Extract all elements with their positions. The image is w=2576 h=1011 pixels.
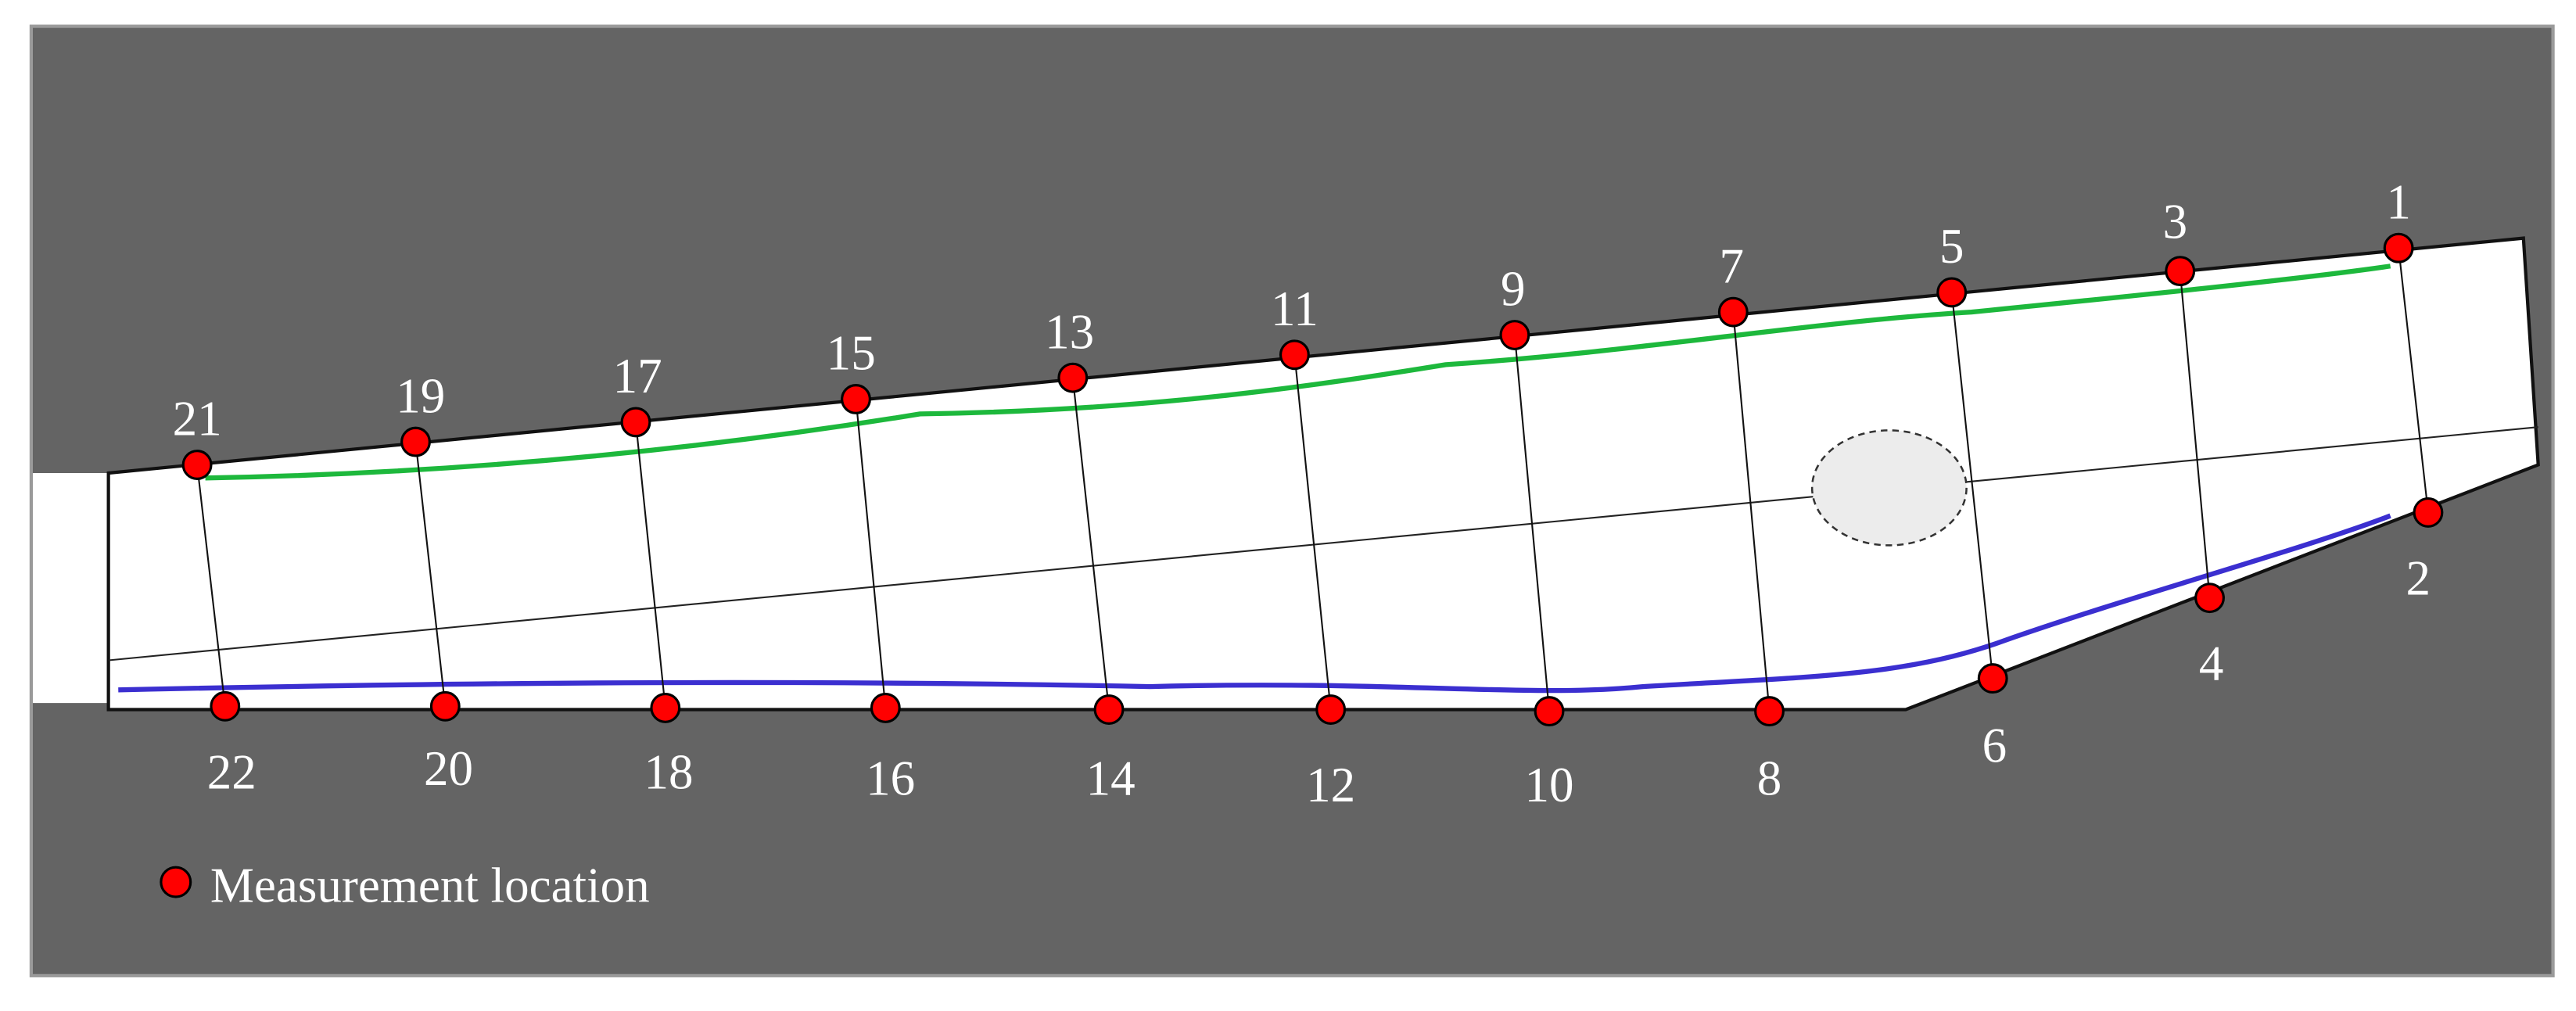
point-label: 16: [866, 751, 915, 806]
point-label: 1: [2386, 174, 2411, 229]
section-line: [414, 441, 447, 707]
point-label: 20: [424, 741, 473, 796]
section-line: [1950, 292, 1994, 679]
point-label: 9: [1501, 262, 1526, 317]
point-label: 22: [207, 744, 257, 799]
measurement-point: [2413, 497, 2444, 528]
point-label: 6: [1982, 719, 2007, 773]
section-line: [1732, 312, 1771, 712]
section-line: [2398, 248, 2429, 513]
centerline: [108, 426, 2538, 661]
measurement-point: [650, 692, 681, 723]
point-label: 13: [1045, 304, 1094, 359]
section-line: [2179, 271, 2211, 598]
obstacle: [1810, 429, 1968, 547]
section-line: [196, 464, 226, 707]
legend-marker: [160, 866, 192, 898]
measurement-point: [1093, 694, 1125, 725]
point-label: 5: [1939, 219, 1964, 274]
point-label: 14: [1086, 751, 1136, 806]
measurement-point: [210, 690, 241, 722]
measurement-point: [1977, 663, 2008, 694]
measurement-point: [1717, 296, 1749, 328]
measurement-point: [1315, 694, 1347, 725]
measurement-point: [2165, 256, 2196, 287]
measurement-point: [841, 384, 871, 414]
measurement-point: [620, 407, 651, 438]
measurement-point: [870, 692, 901, 723]
point-label: 11: [1271, 281, 1318, 336]
point-label: 19: [396, 368, 445, 423]
measurement-point: [1754, 696, 1785, 727]
section-line: [1293, 354, 1332, 710]
measurement-point: [1499, 320, 1530, 350]
measurement-point: [1936, 277, 1968, 308]
section-line: [855, 399, 887, 708]
point-label: 15: [827, 326, 876, 381]
legend-label: Measurement location: [210, 858, 650, 912]
measurement-point: [400, 426, 431, 457]
point-label: 21: [173, 392, 222, 446]
measurement-point: [2383, 232, 2414, 264]
point-label: 18: [644, 744, 694, 799]
inlet: [33, 473, 112, 704]
section-line: [1513, 335, 1551, 712]
channel: [106, 236, 2540, 712]
section-line: [634, 421, 666, 708]
point-label: 2: [2406, 550, 2431, 605]
blue-edge: [118, 513, 2391, 694]
section-line: [1071, 378, 1110, 710]
point-label: 7: [1719, 238, 1744, 293]
point-label: 10: [1525, 758, 1574, 812]
point-label: 3: [2163, 195, 2188, 249]
measurement-point: [429, 690, 461, 722]
point-label: 12: [1306, 758, 1355, 812]
point-label: 17: [613, 349, 662, 403]
measurement-point: [1279, 339, 1310, 371]
measurement-point: [2194, 583, 2225, 614]
point-label: 4: [2199, 636, 2224, 691]
measurement-point: [181, 450, 213, 480]
point-label: 8: [1757, 751, 1782, 806]
measurement-point: [1057, 362, 1089, 393]
green-edge: [205, 264, 2391, 481]
measurement-point: [1534, 696, 1565, 727]
